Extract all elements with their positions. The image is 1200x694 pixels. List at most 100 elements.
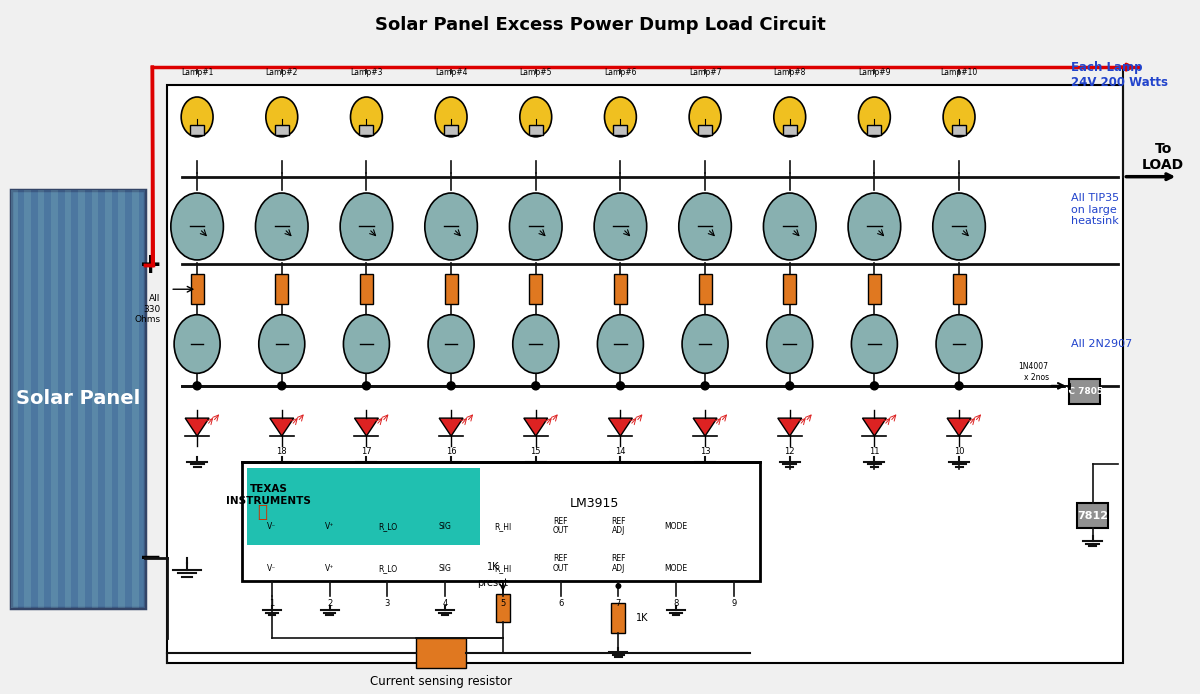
Bar <box>24 189 31 608</box>
Text: Lamp#6: Lamp#6 <box>604 68 637 77</box>
Ellipse shape <box>512 315 559 373</box>
Text: Lamp#8: Lamp#8 <box>774 68 806 77</box>
Ellipse shape <box>943 97 974 137</box>
Ellipse shape <box>343 315 390 373</box>
Text: SIG: SIG <box>439 564 451 573</box>
Text: 2: 2 <box>326 599 332 608</box>
Text: 8: 8 <box>673 599 679 608</box>
Text: 1K: 1K <box>487 562 499 572</box>
Text: Solar Panel: Solar Panel <box>16 389 140 408</box>
Circle shape <box>870 382 878 390</box>
Ellipse shape <box>936 315 982 373</box>
Bar <box>242 462 760 581</box>
Ellipse shape <box>520 97 552 137</box>
Text: LM3915: LM3915 <box>570 497 619 510</box>
Text: V⁻: V⁻ <box>268 564 276 573</box>
Text: 9: 9 <box>731 599 737 608</box>
Circle shape <box>532 382 540 390</box>
Text: Lamp#9: Lamp#9 <box>858 68 890 77</box>
Text: Lamp#5: Lamp#5 <box>520 68 552 77</box>
Bar <box>953 274 966 304</box>
Text: 12: 12 <box>785 446 794 455</box>
Text: V⁺: V⁺ <box>325 564 335 573</box>
Bar <box>65 189 71 608</box>
Bar <box>58 189 65 608</box>
Ellipse shape <box>858 97 890 137</box>
Ellipse shape <box>774 97 805 137</box>
Text: 11: 11 <box>869 446 880 455</box>
Text: 6: 6 <box>558 599 563 608</box>
Text: ⑃: ⑃ <box>257 502 266 520</box>
Polygon shape <box>863 418 887 436</box>
Text: Each Lamp
24V 200 Watts: Each Lamp 24V 200 Watts <box>1070 61 1168 89</box>
Text: SIG: SIG <box>439 522 451 531</box>
Polygon shape <box>947 418 971 436</box>
Text: REF
OUT: REF OUT <box>553 555 569 573</box>
Text: Current sensing resistor: Current sensing resistor <box>370 675 512 688</box>
Text: REF
OUT: REF OUT <box>553 517 569 535</box>
Text: IC 7805: IC 7805 <box>1066 387 1104 396</box>
Bar <box>132 189 139 608</box>
Text: 7812: 7812 <box>1078 511 1108 520</box>
Bar <box>112 189 119 608</box>
Text: Solar Panel Excess Power Dump Load Circuit: Solar Panel Excess Power Dump Load Circu… <box>376 16 826 34</box>
Text: +: + <box>139 251 162 279</box>
Polygon shape <box>439 418 463 436</box>
Text: 1K: 1K <box>636 613 649 623</box>
Bar <box>529 125 542 135</box>
Bar <box>119 189 125 608</box>
Text: MODE: MODE <box>665 564 688 573</box>
Bar <box>614 274 626 304</box>
Text: 1: 1 <box>269 599 275 608</box>
Polygon shape <box>524 418 547 436</box>
Ellipse shape <box>679 193 731 260</box>
Text: 4: 4 <box>443 599 448 608</box>
Text: 14: 14 <box>616 446 625 455</box>
Bar <box>698 125 712 135</box>
Text: All
330
Ohms: All 330 Ohms <box>134 294 161 324</box>
Circle shape <box>617 382 624 390</box>
Bar <box>71 189 78 608</box>
Text: All TIP35
on large
heatsink: All TIP35 on large heatsink <box>1070 193 1118 226</box>
Ellipse shape <box>598 315 643 373</box>
Bar <box>275 274 288 304</box>
Polygon shape <box>608 418 632 436</box>
Ellipse shape <box>259 315 305 373</box>
Text: Lamp#1: Lamp#1 <box>181 68 214 77</box>
Text: REF
ADJ: REF ADJ <box>611 517 625 535</box>
Bar <box>360 274 373 304</box>
Text: 17: 17 <box>361 446 372 455</box>
Bar <box>1076 503 1109 528</box>
Bar <box>613 125 628 135</box>
Bar <box>167 85 1123 663</box>
Circle shape <box>193 382 202 390</box>
Bar <box>868 125 881 135</box>
Circle shape <box>955 382 964 390</box>
Ellipse shape <box>425 193 478 260</box>
Ellipse shape <box>682 315 728 373</box>
Ellipse shape <box>256 193 308 260</box>
Text: 10: 10 <box>954 446 965 455</box>
Polygon shape <box>185 418 209 436</box>
Circle shape <box>277 382 286 390</box>
Ellipse shape <box>851 315 898 373</box>
Text: Lamp#7: Lamp#7 <box>689 68 721 77</box>
Bar <box>190 125 204 135</box>
Bar <box>104 189 112 608</box>
Text: 18: 18 <box>276 446 287 455</box>
Text: MODE: MODE <box>665 522 688 531</box>
Text: REF
ADJ: REF ADJ <box>611 555 625 573</box>
Circle shape <box>448 382 455 390</box>
Polygon shape <box>778 418 802 436</box>
Circle shape <box>362 382 371 390</box>
Ellipse shape <box>510 193 562 260</box>
Text: TEXAS
INSTRUMENTS: TEXAS INSTRUMENTS <box>227 484 311 506</box>
Bar <box>529 274 542 304</box>
Text: Lamp#2: Lamp#2 <box>265 68 298 77</box>
Text: 3: 3 <box>385 599 390 608</box>
Bar <box>496 594 510 622</box>
Ellipse shape <box>170 193 223 260</box>
Ellipse shape <box>932 193 985 260</box>
Bar <box>275 125 289 135</box>
Bar <box>191 274 204 304</box>
